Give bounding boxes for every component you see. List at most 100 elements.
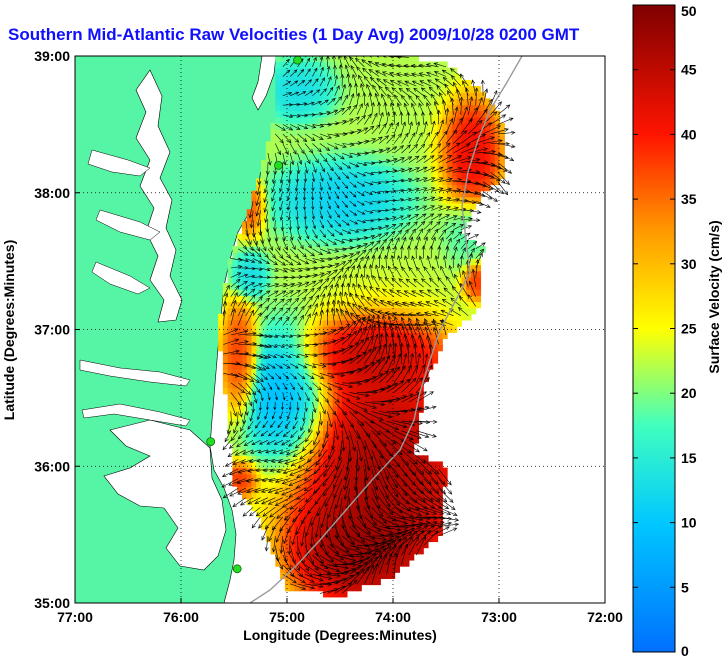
velocity-cell	[275, 510, 281, 518]
velocity-cell	[394, 381, 400, 389]
velocity-arrow-head	[311, 364, 317, 369]
velocity-cell	[418, 67, 424, 75]
velocity-cell	[289, 141, 296, 149]
velocity-cell	[375, 104, 381, 112]
velocity-cell	[399, 203, 405, 210]
velocity-cell	[346, 196, 353, 204]
velocity-cell	[323, 135, 329, 143]
velocity-cell	[365, 498, 372, 506]
velocity-arrow-head	[288, 493, 294, 498]
velocity-cell	[342, 116, 348, 124]
velocity-cell	[361, 541, 367, 549]
velocity-arrow	[319, 526, 322, 548]
velocity-arrow-head	[292, 453, 298, 458]
velocity-cell	[346, 473, 353, 481]
velocity-cell	[485, 129, 491, 136]
velocity-cell	[299, 332, 305, 339]
velocity-cell	[261, 369, 267, 376]
velocity-cell	[323, 209, 329, 216]
velocity-cell	[427, 73, 434, 81]
velocity-cell	[361, 276, 367, 284]
velocity-cell	[356, 73, 362, 81]
velocity-arrow	[237, 487, 254, 495]
velocity-cell	[432, 535, 439, 543]
velocity-cell	[270, 363, 276, 370]
velocity-cell	[337, 467, 343, 475]
velocity-cell	[299, 141, 305, 149]
velocity-arrow-head	[304, 354, 309, 358]
velocity-cell	[251, 436, 257, 444]
velocity-cell	[303, 492, 310, 499]
velocity-cell	[280, 252, 286, 259]
velocity-arrow-head	[286, 197, 291, 202]
velocity-cell	[437, 295, 443, 303]
velocity-cell	[270, 467, 276, 475]
velocity-cell	[303, 61, 310, 69]
velocity-arrow-head	[260, 489, 266, 493]
velocity-cell	[327, 104, 334, 112]
velocity-arrow-head	[258, 283, 263, 287]
velocity-arrow-head	[296, 566, 301, 572]
velocity-cell	[251, 344, 257, 352]
velocity-cell	[241, 319, 248, 327]
velocity-arrow-head	[272, 227, 277, 232]
velocity-cell	[365, 184, 372, 192]
velocity-cell	[237, 424, 243, 432]
velocity-arrow-head	[300, 149, 305, 155]
velocity-cell	[470, 141, 477, 149]
velocity-cell	[299, 436, 305, 444]
velocity-cell	[332, 301, 338, 309]
velocity-cell	[351, 153, 358, 161]
velocity-cell	[408, 313, 415, 321]
velocity-cell	[261, 455, 267, 463]
velocity-cell	[265, 221, 272, 229]
velocity-cell	[327, 553, 334, 561]
velocity-cell	[323, 455, 329, 463]
velocity-cell	[427, 319, 434, 327]
velocity-cell	[261, 295, 267, 303]
velocity-cell	[270, 381, 276, 389]
velocity-arrow	[297, 162, 300, 174]
velocity-cell	[261, 338, 267, 346]
velocity-cell	[323, 369, 329, 376]
velocity-arrow-head	[288, 126, 294, 131]
inner-bay-2	[95, 209, 161, 241]
velocity-cell	[494, 159, 501, 167]
velocity-arrow-head	[229, 492, 234, 497]
velocity-cell	[346, 295, 353, 303]
velocity-arrow-head	[288, 442, 293, 447]
velocity-cell	[337, 412, 343, 419]
velocity-cell	[389, 203, 396, 210]
velocity-cell	[385, 73, 391, 81]
velocity-cell	[365, 326, 372, 333]
velocity-cell	[370, 209, 377, 216]
velocity-cell	[442, 264, 448, 272]
velocity-cell	[222, 387, 229, 395]
velocity-cell	[447, 301, 453, 309]
velocity-cell	[365, 264, 372, 272]
velocity-arrow	[312, 181, 314, 191]
velocity-cell	[232, 387, 238, 395]
velocity-arrow	[319, 258, 333, 260]
velocity-cell	[346, 541, 353, 549]
velocity-arrow-head	[232, 308, 236, 313]
velocity-arrow-head	[311, 197, 315, 201]
velocity-cell	[261, 184, 267, 192]
velocity-cell	[380, 190, 386, 198]
velocity-cell	[308, 430, 315, 438]
velocity-cell	[437, 307, 443, 315]
velocity-cell	[337, 67, 343, 75]
velocity-cell	[370, 79, 377, 87]
velocity-cell	[427, 233, 434, 241]
velocity-cell	[394, 344, 400, 352]
velocity-cell	[256, 479, 262, 487]
velocity-arrow	[304, 535, 308, 557]
velocity-cell	[470, 196, 477, 204]
velocity-cell	[456, 313, 462, 321]
velocity-cell	[399, 479, 405, 487]
velocity-cell	[280, 559, 286, 567]
velocity-cell	[461, 129, 467, 136]
velocity-arrow	[312, 78, 319, 87]
velocity-cell	[313, 436, 319, 444]
velocity-cell	[375, 239, 381, 247]
